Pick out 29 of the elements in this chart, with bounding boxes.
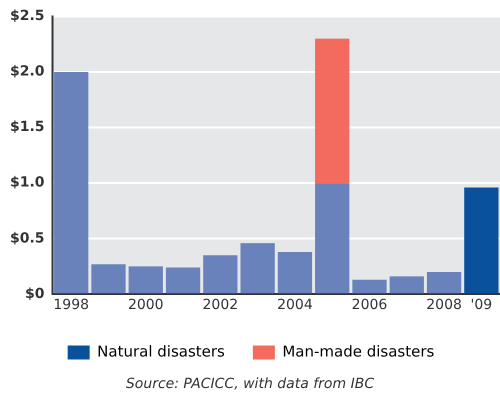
- y-tick-label: $2.5: [10, 8, 45, 24]
- bar: [166, 268, 200, 294]
- x-tick-label: 2006: [352, 297, 388, 314]
- x-tick-label: 2004: [277, 297, 313, 314]
- bar: [315, 183, 350, 294]
- x-tick-label: 2000: [128, 297, 164, 314]
- bar: [278, 252, 312, 294]
- bar: [240, 243, 275, 294]
- bar: [128, 266, 163, 294]
- bar: [464, 188, 499, 294]
- x-tick-label: 2002: [202, 297, 238, 314]
- source-note: Source: PACICC, with data from IBC: [124, 376, 376, 392]
- bar: [426, 272, 462, 294]
- x-tick-label: '09: [470, 297, 492, 314]
- y-tick-label: $2.0: [10, 64, 45, 80]
- x-tick-label: 1998: [53, 297, 90, 314]
- bar: [54, 72, 88, 294]
- y-tick-label: $1.5: [10, 119, 45, 136]
- y-tick-label: $1.0: [10, 174, 45, 191]
- legend-label: Natural disasters: [97, 342, 226, 360]
- y-tick-label: $0.5: [10, 230, 45, 246]
- y-tick-label: $0: [25, 286, 45, 302]
- bar: [315, 38, 350, 184]
- bar: [352, 280, 387, 294]
- bar: [91, 264, 126, 294]
- x-tick-label: 2008: [426, 297, 462, 314]
- legend-label: Man-made disasters: [282, 342, 435, 360]
- bar: [203, 255, 238, 294]
- bar: [390, 276, 424, 294]
